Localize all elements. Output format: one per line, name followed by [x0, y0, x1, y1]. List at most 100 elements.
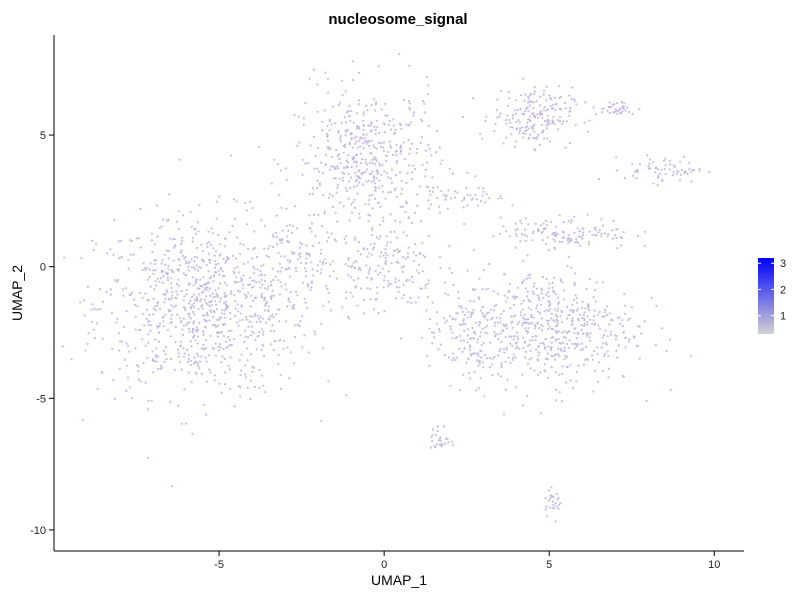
data-point [505, 136, 508, 139]
data-point [628, 110, 631, 114]
data-point [428, 189, 431, 193]
data-point [273, 330, 276, 333]
data-point [151, 350, 154, 353]
data-point [555, 388, 558, 391]
data-point [649, 158, 652, 161]
data-point [554, 371, 558, 374]
data-point [373, 156, 376, 159]
data-point [581, 237, 584, 240]
data-point [363, 312, 366, 315]
data-point [373, 146, 376, 149]
data-point [218, 273, 221, 276]
data-point [170, 286, 173, 290]
data-point [531, 232, 535, 235]
data-point [190, 381, 193, 384]
data-point [479, 349, 482, 352]
data-point [219, 282, 222, 285]
data-point [205, 242, 209, 245]
data-point [570, 266, 573, 269]
data-point [491, 357, 494, 360]
data-point [389, 146, 393, 149]
data-point [546, 376, 549, 379]
data-point [484, 288, 487, 291]
data-point [527, 327, 530, 330]
data-point [618, 107, 622, 110]
data-point [341, 79, 344, 82]
data-point [301, 243, 304, 246]
data-point [195, 329, 198, 332]
data-point [234, 314, 237, 318]
data-point [588, 336, 591, 339]
data-point [392, 124, 396, 127]
data-point [351, 264, 354, 267]
data-point [556, 498, 559, 501]
data-point [654, 171, 657, 174]
data-point [163, 301, 166, 304]
data-point [209, 275, 212, 278]
data-point [527, 318, 530, 321]
data-point [246, 347, 249, 350]
data-point [529, 94, 532, 97]
data-point [553, 320, 556, 323]
data-point [170, 357, 173, 361]
data-point [497, 197, 500, 200]
data-point [219, 331, 223, 334]
data-point [338, 177, 341, 180]
data-point [621, 324, 624, 328]
data-point [661, 327, 664, 330]
data-point [437, 348, 440, 351]
data-point [435, 322, 439, 325]
data-point [449, 384, 452, 387]
data-point [208, 368, 211, 371]
data-point [362, 247, 365, 250]
data-point [543, 363, 547, 366]
data-point [237, 310, 240, 313]
data-point [298, 246, 301, 249]
data-point [371, 227, 374, 230]
data-point [208, 252, 211, 255]
data-point [586, 321, 589, 324]
data-point [624, 304, 627, 307]
data-point [648, 162, 651, 165]
data-point [303, 297, 306, 300]
data-point [548, 282, 551, 285]
data-point [367, 139, 370, 143]
data-point [444, 281, 447, 284]
data-point [380, 251, 383, 254]
x-tick-label: 10 [708, 559, 720, 571]
data-point [367, 124, 370, 127]
data-point [432, 186, 435, 189]
data-point [271, 267, 274, 270]
data-point [299, 255, 302, 258]
data-point [367, 203, 370, 206]
data-point [234, 217, 237, 220]
data-point [216, 294, 219, 297]
data-point [409, 108, 412, 111]
data-point [372, 246, 375, 249]
data-point [573, 98, 576, 101]
data-point [369, 152, 372, 155]
data-point [558, 354, 561, 358]
data-point [421, 270, 424, 273]
data-point [182, 299, 185, 302]
data-point [445, 437, 448, 441]
data-point [248, 200, 251, 204]
data-point [195, 352, 199, 355]
data-point [431, 190, 434, 193]
data-point [465, 187, 468, 190]
data-point [342, 166, 346, 169]
data-point [319, 161, 323, 164]
data-point [176, 348, 180, 351]
data-point [431, 433, 434, 436]
data-point [630, 306, 634, 309]
data-point [229, 311, 232, 315]
data-point [259, 270, 262, 273]
data-point [285, 235, 289, 238]
data-point [454, 318, 457, 321]
data-point [242, 274, 245, 277]
data-point [239, 242, 242, 245]
data-point [534, 325, 537, 328]
data-point [537, 230, 540, 233]
data-point [576, 317, 580, 320]
data-point [301, 281, 305, 284]
